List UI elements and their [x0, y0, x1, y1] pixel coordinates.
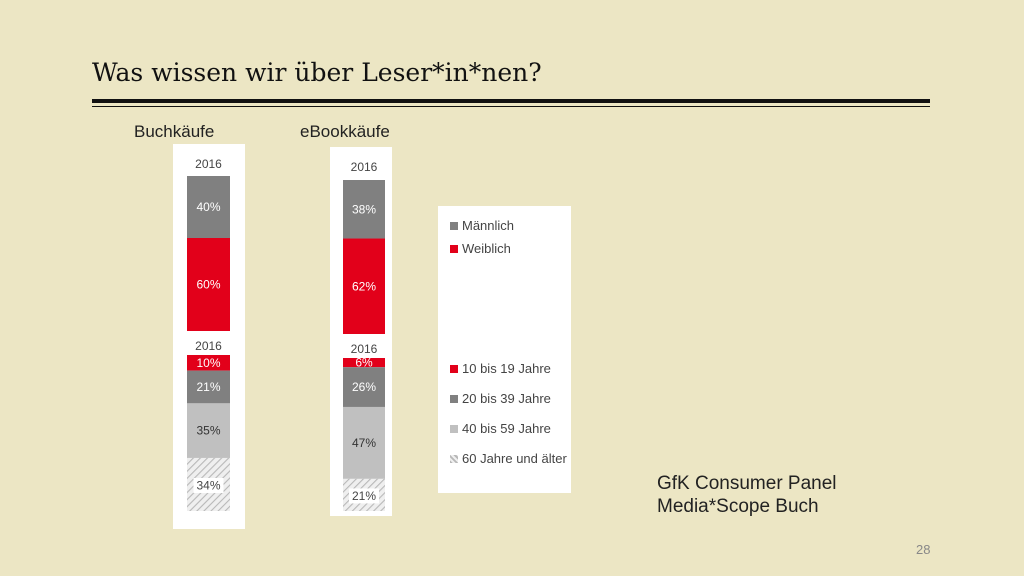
legend-swatch-age-60-plus — [450, 455, 458, 463]
buchkaeufe-age-bar-40-59 — [187, 403, 230, 458]
chart-legend: Männlich Weiblich 10 bis 19 Jahre 20 bis… — [438, 206, 571, 493]
legend-label-male: Männlich — [462, 218, 515, 233]
buchkaeufe-age-bar-10-19 — [187, 355, 230, 371]
chart-title-buchkaeufe: Buchkäufe — [134, 122, 215, 141]
legend-label-female: Weiblich — [462, 241, 511, 256]
title-rule-thick — [92, 99, 930, 103]
ebookkaeufe-age-value-label-10-19: 6% — [355, 356, 373, 370]
title-rule-thin — [92, 106, 930, 107]
buchkaeufe-age-value-label-20-39: 21% — [196, 380, 220, 394]
buchkaeufe-age-value-label-60-plus: 34% — [196, 478, 220, 492]
ebookkaeufe-age-value-label-40-59: 47% — [352, 436, 376, 450]
legend-item-male: Männlich — [450, 218, 514, 233]
ebookkaeufe-gender-year-label: 2016 — [351, 160, 378, 174]
legend-item-age-40-59: 40 bis 59 Jahre — [450, 421, 551, 436]
legend-item-age-10-19: 10 bis 19 Jahre — [450, 361, 551, 376]
legend-item-age-60-plus: 60 Jahre und älter — [450, 451, 567, 466]
buchkaeufe-gender-value-label-0: 40% — [196, 200, 220, 214]
buchkaeufe-gender-bar-female — [187, 238, 230, 331]
buchkaeufe-gender-bar-male — [187, 176, 230, 238]
buchkaeufe-gender-value-label-1: 60% — [196, 278, 220, 292]
legend-label-age-40-59: 40 bis 59 Jahre — [462, 421, 551, 436]
ebookkaeufe-gender-value-label-0: 38% — [352, 202, 376, 216]
ebookkaeufe-age-value-label-20-39: 26% — [352, 380, 376, 394]
legend-swatch-age-40-59 — [450, 425, 458, 433]
source-note: GfK Consumer Panel Media*Scope Buch — [657, 472, 837, 518]
buchkaeufe-age-value-label-10-19: 10% — [196, 356, 220, 370]
slide-title: Was wissen wir über Leser*in*nen? — [92, 58, 542, 87]
source-line-1: GfK Consumer Panel — [657, 473, 837, 494]
legend-label-age-10-19: 10 bis 19 Jahre — [462, 361, 551, 376]
buchkaeufe-age-label-bg-60-plus — [193, 477, 224, 493]
legend-swatch-age-20-39 — [450, 395, 458, 403]
ebookkaeufe-age-bar-20-39 — [343, 367, 385, 407]
ebookkaeufe-gender-bar-male — [343, 180, 385, 239]
legend-label-age-20-39: 20 bis 39 Jahre — [462, 391, 551, 406]
source-line-2: Media*Scope Buch — [657, 496, 819, 517]
buchkaeufe-gender-year-label: 2016 — [195, 157, 222, 171]
legend-swatch-age-10-19 — [450, 365, 458, 373]
buchkaeufe-age-bar-20-39 — [187, 370, 230, 404]
ebookkaeufe-age-value-label-60-plus: 21% — [352, 489, 376, 503]
ebookkaeufe-age-bar-40-59 — [343, 406, 385, 479]
buchkaeufe-age-value-label-40-59: 35% — [196, 424, 220, 438]
legend-item-female: Weiblich — [450, 241, 511, 256]
ebookkaeufe-age-label-bg-60-plus — [349, 488, 379, 504]
page-number: 28 — [916, 542, 931, 557]
legend-item-age-20-39: 20 bis 39 Jahre — [450, 391, 551, 406]
legend-label-age-60-plus: 60 Jahre und älter — [462, 451, 567, 466]
ebookkaeufe-age-year-label: 2016 — [351, 342, 378, 356]
buchkaeufe-age-year-label: 2016 — [195, 339, 222, 353]
ebookkaeufe-gender-bar-female — [343, 238, 385, 334]
chart-title-ebookkaeufe: eBookkäufe — [300, 122, 390, 141]
ebookkaeufe-age-bar-10-19 — [343, 358, 385, 368]
ebookkaeufe-gender-value-label-1: 62% — [352, 279, 376, 293]
legend-swatch-male — [450, 222, 458, 230]
legend-swatch-female — [450, 245, 458, 253]
